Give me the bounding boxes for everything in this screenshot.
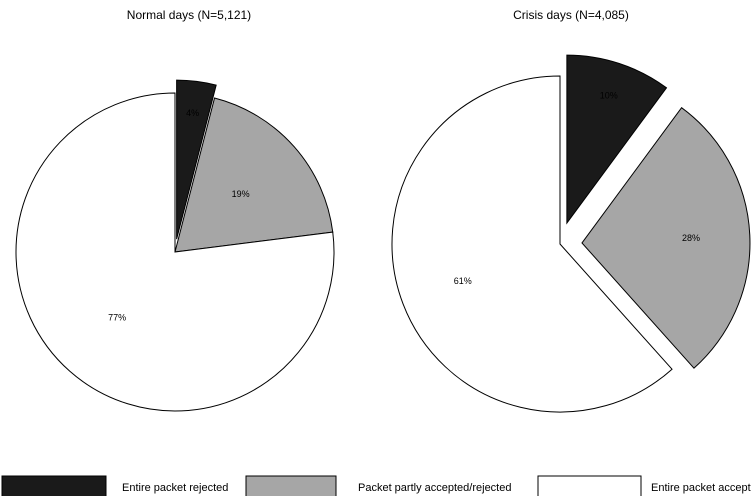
slice-label-partly: 28% [682,233,700,243]
chart-title-normal-days: Normal days (N=5,121) [127,8,251,22]
pie-chart-crisis-days: Crisis days (N=4,085) 10% 28% 61% [391,8,751,413]
legend-swatch-partly [245,475,337,496]
pie-slice-rejected [566,54,668,225]
legend-swatch-accepted [537,475,642,496]
legend-label-partly: Packet partly accepted/rejected [358,482,511,494]
chart-title-crisis-days: Crisis days (N=4,085) [513,8,629,22]
legend-swatch-rejected [1,475,107,496]
pie-chart-normal-days: Normal days (N=5,121) 4% 19% 77% [15,8,335,412]
slice-label-partly: 19% [232,189,250,199]
pie-slice-accepted [391,75,673,413]
slice-label-rejected: 4% [186,108,199,118]
pie-slice-accepted [15,92,335,412]
pie-slice-partly [581,106,751,369]
legend-label-rejected: Entire packet rejected [122,482,228,494]
slice-label-accepted: 61% [454,276,472,286]
legend: Entire packet rejected Packet partly acc… [1,475,751,496]
slice-label-rejected: 10% [600,90,618,100]
legend-label-accepted: Entire packet accepted [651,482,751,494]
pie-slice-rejected [176,79,217,240]
pie-slices-crisis-days: 10% 28% 61% [391,54,751,413]
slice-label-accepted: 77% [108,313,126,323]
pie-slices-normal-days: 4% 19% 77% [15,79,335,412]
pie-slice-partly [174,97,334,253]
